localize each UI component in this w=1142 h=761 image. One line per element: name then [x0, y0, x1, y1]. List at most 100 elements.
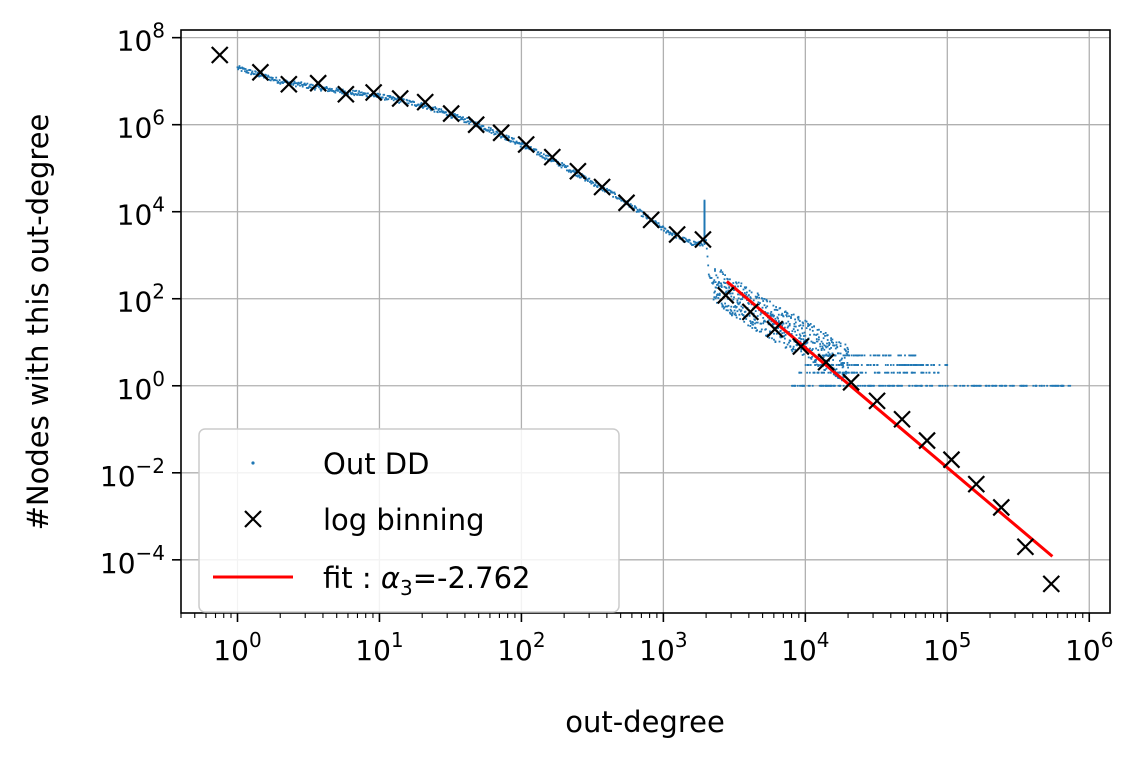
- out-dd-point: [250, 71, 253, 74]
- out-dd-point: [756, 296, 758, 298]
- out-dd-point: [310, 83, 313, 86]
- out-dd-point: [1013, 384, 1015, 387]
- out-dd-point: [812, 361, 815, 364]
- out-dd-point: [266, 76, 269, 78]
- out-dd-point: [545, 157, 548, 160]
- legend-box: [198, 428, 620, 613]
- x-marker-stroke: [694, 230, 712, 249]
- out-dd-point: [783, 342, 786, 344]
- out-dd-point: [323, 86, 326, 89]
- out-dd-point: [596, 186, 599, 188]
- out-dd-point: [772, 315, 775, 318]
- out-dd-point: [664, 227, 667, 230]
- out-dd-point: [781, 332, 784, 335]
- out-dd-point: [735, 316, 738, 319]
- out-dd-point: [722, 273, 724, 275]
- out-dd-point: [839, 384, 841, 387]
- out-dd-point: [703, 199, 706, 202]
- out-dd-point: [822, 356, 825, 359]
- y-tick-base: 10: [117, 373, 153, 406]
- out-dd-point: [811, 348, 814, 350]
- out-dd-point: [594, 184, 597, 187]
- out-dd-point: [786, 315, 788, 318]
- out-dd-point: [807, 364, 810, 366]
- out-dd-point: [882, 354, 885, 357]
- out-dd-point: [675, 236, 678, 239]
- out-dd-point: [589, 180, 592, 182]
- out-dd-point: [984, 384, 987, 387]
- out-dd-point: [432, 108, 435, 111]
- out-dd-point: [1051, 384, 1054, 387]
- x-marker-stroke: [364, 83, 383, 102]
- out-dd-point: [921, 364, 924, 366]
- out-dd-point: [492, 129, 494, 132]
- out-dd-point: [856, 364, 859, 366]
- out-dd-point: [257, 71, 259, 74]
- out-dd-point: [695, 241, 698, 244]
- out-dd-point: [846, 354, 848, 357]
- x-tick-label: 100: [213, 628, 261, 667]
- out-dd-point: [341, 92, 343, 95]
- out-dd-point: [504, 138, 507, 141]
- out-dd-point: [387, 98, 390, 101]
- out-dd-point: [606, 189, 609, 192]
- out-dd-point: [739, 318, 741, 320]
- out-dd-point: [612, 195, 614, 198]
- out-dd-point: [725, 290, 728, 293]
- out-dd-point: [716, 276, 719, 279]
- out-dd-point: [551, 158, 554, 161]
- out-dd-point: [540, 151, 542, 154]
- out-dd-point: [665, 231, 668, 233]
- out-dd-point: [769, 300, 771, 303]
- out-dd-point: [609, 189, 612, 192]
- out-dd-point: [826, 334, 829, 336]
- out-dd-point: [398, 102, 400, 104]
- out-dd-point: [732, 298, 735, 301]
- out-dd-point: [855, 371, 858, 374]
- y-tick-label: 10−4: [100, 541, 165, 580]
- out-dd-point: [437, 109, 440, 111]
- out-dd-point: [556, 163, 559, 165]
- out-dd-point: [319, 88, 322, 90]
- out-dd-point: [736, 299, 739, 302]
- out-dd-point: [898, 354, 901, 357]
- out-dd-point: [524, 147, 527, 150]
- out-dd-point: [276, 79, 278, 82]
- out-dd-point: [773, 332, 775, 335]
- out-dd-point: [823, 348, 826, 351]
- out-dd-point: [843, 362, 845, 364]
- out-dd-point: [801, 327, 803, 330]
- out-dd-point: [434, 106, 436, 108]
- out-dd-point: [752, 323, 754, 326]
- out-dd-point: [580, 176, 583, 178]
- out-dd-point: [909, 354, 912, 357]
- y-tick-base: 10: [117, 112, 153, 145]
- out-dd-point: [903, 364, 906, 366]
- out-dd-point: [802, 322, 805, 325]
- out-dd-point: [847, 371, 850, 374]
- out-dd-point: [610, 190, 613, 193]
- out-dd-point: [756, 292, 759, 295]
- out-dd-point: [511, 137, 513, 139]
- out-dd-point: [459, 115, 462, 118]
- out-dd-point: [820, 349, 823, 351]
- out-dd-point: [820, 331, 822, 333]
- out-dd-point: [538, 153, 541, 155]
- out-dd-point: [798, 333, 801, 336]
- out-dd-point: [749, 325, 752, 327]
- out-dd-point: [810, 340, 813, 343]
- log-binning-point: [942, 450, 961, 469]
- out-dd-point: [723, 285, 726, 288]
- out-dd-point: [544, 158, 547, 161]
- out-dd-point: [773, 314, 775, 317]
- out-dd-point: [730, 295, 733, 298]
- log-binning-point: [593, 178, 611, 196]
- out-dd-point: [792, 345, 795, 348]
- out-dd-point: [633, 205, 636, 207]
- out-dd-point: [240, 70, 243, 72]
- out-dd-point: [798, 371, 801, 374]
- out-dd-point: [988, 384, 991, 387]
- out-dd-point: [763, 298, 766, 300]
- x-tick-exponent: 0: [249, 628, 262, 652]
- x-tick-exponent: 2: [533, 628, 546, 652]
